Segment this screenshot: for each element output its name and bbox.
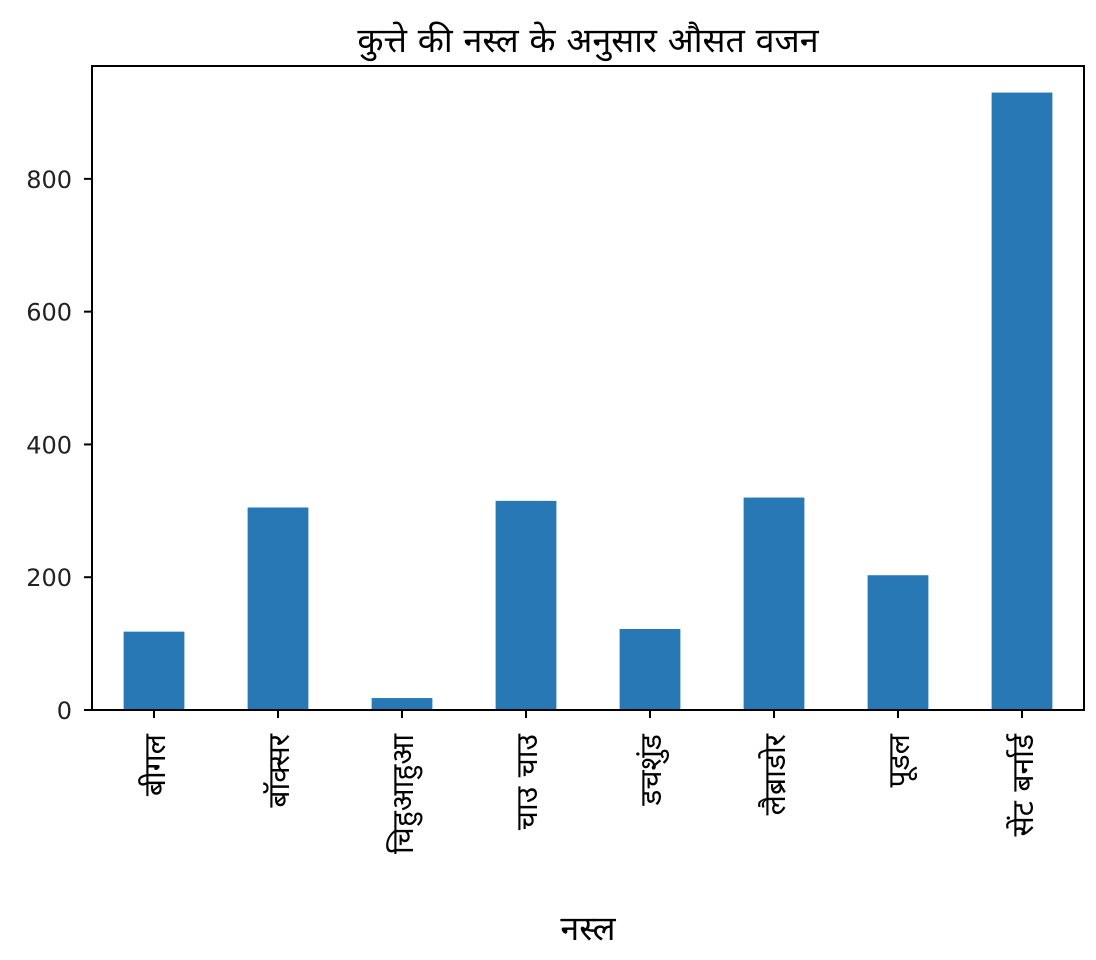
bar-5 — [743, 497, 805, 710]
y-tick-label: 0 — [57, 697, 72, 725]
x-tick-label: चिहुआहुआ — [386, 733, 423, 854]
y-axis: 0 200 400 600 800 — [26, 166, 92, 725]
x-tick-label: डचशुंड — [634, 733, 670, 806]
x-tick-label: लैब्राडोर — [758, 733, 793, 815]
plot-area — [123, 92, 1053, 710]
bar-4 — [619, 629, 681, 710]
x-tick-label: बॉक्सर — [262, 733, 297, 807]
bar-6 — [867, 575, 929, 710]
bar-1 — [247, 507, 309, 710]
bar-2 — [371, 698, 433, 710]
x-axis-label: नस्ल — [560, 909, 616, 949]
bar-3 — [495, 500, 557, 710]
x-tick-label: बीगल — [138, 733, 173, 796]
x-axis: बीगल बॉक्सर चिहुआहुआ चाउ चाउ डचशुंड लैब्राडोर… — [138, 710, 1041, 854]
chart-title: कुत्ते की नस्ल के अनुसार औसत वजन — [357, 21, 819, 62]
x-tick-label: सेंट बर्नार्ड — [1006, 733, 1041, 837]
plot-frame — [91, 65, 1085, 711]
x-tick-label: पूडल — [882, 733, 918, 787]
bar-0 — [123, 631, 185, 710]
y-tick-label: 800 — [26, 166, 72, 194]
y-tick-label: 400 — [26, 431, 72, 459]
y-tick-label: 200 — [26, 564, 72, 592]
y-tick-label: 600 — [26, 299, 72, 327]
x-tick-label: चाउ चाउ — [510, 733, 545, 830]
bar-7 — [991, 92, 1053, 710]
